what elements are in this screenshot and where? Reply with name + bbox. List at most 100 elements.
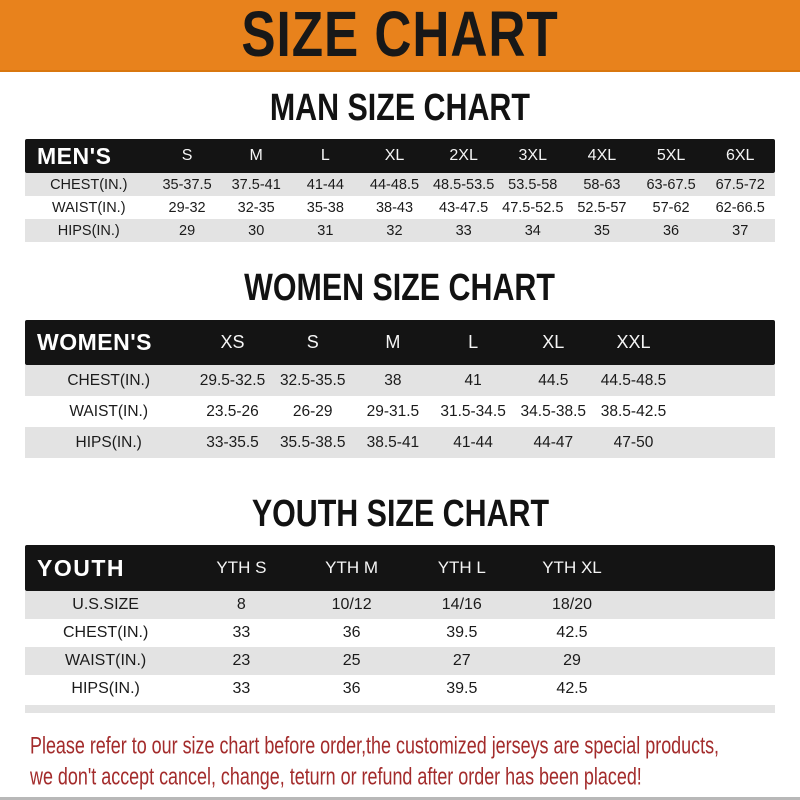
table-corner-label: MEN'S: [37, 142, 112, 169]
table-row: HIPS(IN.) 33-35.5 35.5-38.5 38.5-41 41-44 44-…: [25, 427, 775, 458]
table-header-row: YOUTH YTH S YTH M YTH L YTH XL: [25, 545, 775, 591]
disclaimer: Please refer to our size chart before or…: [0, 730, 800, 792]
cell-value: 29: [179, 222, 196, 239]
youth-section-heading: YOUTH SIZE CHART: [0, 492, 800, 534]
row-label: U.S.SIZE: [72, 596, 139, 613]
cell-value: 53.5-58: [508, 176, 558, 193]
cell-value: 35-37.5: [162, 176, 212, 193]
cell-value: 32.5-35.5: [279, 371, 346, 389]
column-header: YTH M: [325, 558, 379, 577]
row-label: WAIST(IN.): [65, 652, 147, 669]
table-row: CHEST(IN.) 33 36 39.5 42.5: [25, 619, 775, 647]
cell-value: 62-66.5: [715, 199, 765, 216]
cell-value: 38: [384, 371, 402, 389]
column-header: XS: [220, 332, 245, 352]
cell-value: 57-62: [652, 199, 690, 216]
banner: SIZE CHART: [0, 0, 800, 72]
column-header: L: [320, 147, 330, 164]
cell-value: 63-67.5: [646, 176, 696, 193]
cell-value: 23: [232, 652, 251, 669]
cell-value: 33-35.5: [206, 433, 259, 451]
cell-value: 8: [236, 596, 246, 613]
table-row: HIPS(IN.) 33 36 39.5 42.5: [25, 675, 775, 703]
banner-title: SIZE CHART: [241, 0, 559, 71]
cell-value: 41-44: [453, 433, 493, 451]
column-header: 2XL: [449, 147, 478, 164]
cell-value: 29-31.5: [366, 402, 420, 420]
table-row: CHEST(IN.) 29.5-32.5 32.5-35.5 38 41 44.5 44.5…: [25, 365, 775, 396]
cell-value: 35.5-38.5: [279, 433, 346, 451]
column-header: M: [385, 332, 401, 352]
column-header: M: [249, 147, 263, 164]
table-corner-label: WOMEN'S: [37, 329, 153, 355]
column-header: 5XL: [656, 147, 686, 164]
cell-value: 44-47: [533, 433, 574, 451]
cell-value: 39.5: [446, 624, 478, 641]
cell-value: 41: [464, 371, 482, 389]
table-header-row: MEN'S S M L XL 2XL 3XL 4XL 5XL 6XL: [25, 139, 775, 173]
column-header: 4XL: [587, 147, 617, 164]
disclaimer-line-2: we don't accept cancel, change, teturn o…: [30, 762, 642, 790]
cell-value: 10/12: [331, 596, 372, 613]
youth-section-heading-text: YOUTH SIZE CHART: [251, 491, 549, 535]
men-size-table: MEN'S S M L XL 2XL 3XL 4XL 5XL 6XL CHEST(IN.) 35-37…: [25, 139, 775, 242]
row-label: HIPS(IN.): [71, 680, 140, 697]
table-row: U.S.SIZE 8 10/12 14/16 18/20: [25, 591, 775, 619]
table-row: HIPS(IN.) 29 30 31 32 33 34 35 36 37: [25, 219, 775, 242]
row-label: WAIST(IN.): [69, 402, 149, 420]
row-label: HIPS(IN.): [57, 222, 120, 239]
column-header: YTH L: [437, 558, 486, 577]
cell-value: 67.5-72: [715, 176, 765, 193]
cell-value: 48.5-53.5: [432, 176, 495, 193]
cell-value: 35-38: [306, 199, 344, 216]
women-section-heading: WOMEN SIZE CHART: [0, 266, 800, 308]
cell-value: 33: [232, 624, 251, 641]
cell-value: 47-50: [613, 433, 654, 451]
cell-value: 30: [248, 222, 265, 239]
cell-value: 14/16: [441, 596, 482, 613]
cell-value: 33: [232, 680, 251, 697]
bottom-edge-line: [0, 797, 800, 800]
column-header: YTH S: [216, 558, 267, 577]
column-header: 6XL: [725, 147, 755, 164]
cell-value: 18/20: [551, 596, 593, 613]
table-row: CHEST(IN.) 35-37.5 37.5-41 41-44 44-48.5 48.5…: [25, 173, 775, 196]
cell-value: 44-48.5: [369, 176, 420, 193]
cell-value: 29.5-32.5: [199, 371, 266, 389]
column-header: YTH XL: [542, 558, 602, 577]
women-section-heading-text: WOMEN SIZE CHART: [244, 265, 556, 309]
cell-value: 32: [386, 222, 403, 239]
cell-value: 38-43: [375, 199, 414, 216]
disclaimer-line-1: Please refer to our size chart before or…: [30, 731, 720, 759]
table-row: WAIST(IN.) 23.5-26 26-29 29-31.5 31.5-34.5 34…: [25, 396, 775, 427]
cell-value: 31.5-34.5: [440, 402, 506, 420]
column-header: 3XL: [518, 147, 547, 164]
women-size-table: WOMEN'S XS S M L XL XXL CHEST(IN.) 29.5-32.5 32.5…: [25, 320, 775, 458]
cell-value: 35: [593, 222, 610, 239]
table-row: WAIST(IN.) 23 25 27 29: [25, 647, 775, 675]
cell-value: 32-35: [237, 199, 275, 216]
row-label: CHEST(IN.): [67, 371, 151, 389]
cell-value: 42.5: [556, 680, 588, 697]
cell-value: 38.5-41: [366, 433, 420, 451]
column-header: S: [181, 147, 193, 164]
cell-value: 29-32: [168, 199, 206, 216]
column-header: XXL: [616, 332, 651, 352]
man-section-heading-text: MAN SIZE CHART: [269, 85, 531, 129]
column-header: XL: [384, 147, 405, 164]
column-header: S: [306, 332, 319, 352]
cell-value: 41-44: [306, 176, 344, 193]
cell-value: 38.5-42.5: [600, 402, 667, 420]
cell-value: 36: [342, 680, 361, 697]
cell-value: 34: [524, 222, 541, 239]
cell-value: 44.5-48.5: [600, 371, 667, 389]
cell-value: 43-47.5: [439, 199, 489, 216]
row-label: WAIST(IN.): [51, 199, 126, 216]
row-label: CHEST(IN.): [62, 624, 149, 641]
table-corner-label: YOUTH: [37, 554, 125, 581]
cell-value: 47.5-52.5: [502, 199, 564, 216]
cell-value: 37.5-41: [231, 176, 281, 193]
cell-value: 31: [317, 222, 334, 239]
cell-value: 29: [563, 652, 581, 669]
